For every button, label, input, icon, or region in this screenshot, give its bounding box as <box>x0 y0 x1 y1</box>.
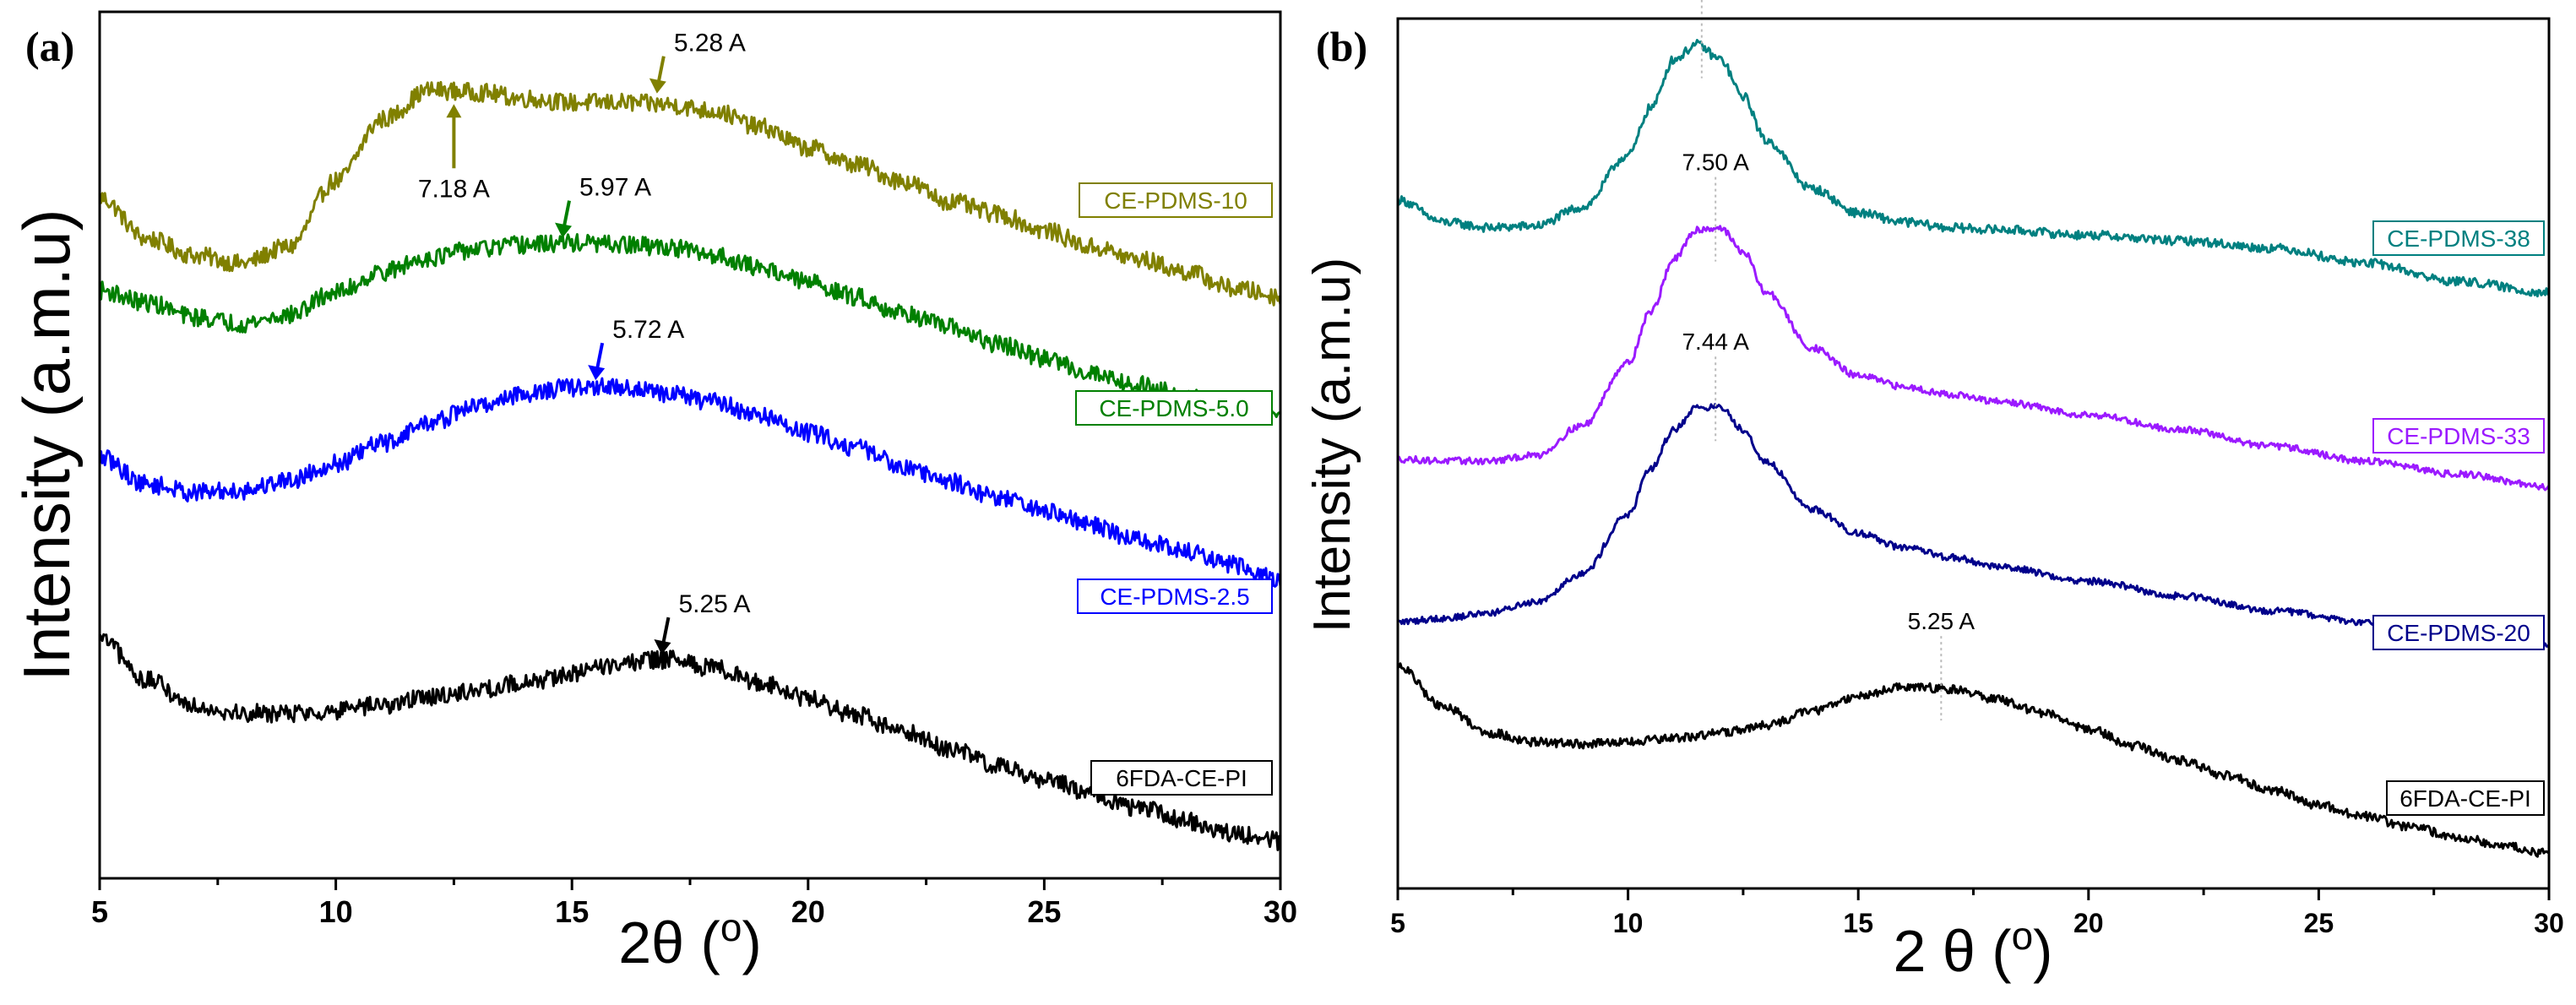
peak-annotation-label: 5.25 A <box>1908 608 1975 634</box>
peak-annotation-label: 5.72 A <box>612 316 684 344</box>
series-line-ce-pdms-10 <box>100 80 1280 307</box>
peak-annotation: 7.50 A <box>1682 149 1749 262</box>
legend-label-ce-pdms-38: CE-PDMS-38 <box>2387 225 2530 252</box>
series-line-6fda-ce-pi <box>1398 662 2549 858</box>
panel-a: CE-PDMS-10 CE-PDMS-5.0 CE-PDMS-2.5 6FDA-CE-… <box>9 10 1297 975</box>
x-tick-label: 30 <box>2534 908 2564 938</box>
peak-annotation: 7.59 A <box>1700 0 1703 79</box>
legend-box-ce-pdms-38 <box>2372 220 2545 256</box>
peak-annotation-label: 5.97 A <box>579 174 651 202</box>
x-tick-label: 15 <box>555 894 589 929</box>
x-tick-label: 20 <box>2073 908 2104 938</box>
x-tick-label: 15 <box>1843 908 1873 938</box>
legend-label-ce-pdms-20: CE-PDMS-20 <box>2387 620 2530 646</box>
panel-label: (b) <box>1316 23 1367 70</box>
x-tick-label: 10 <box>319 894 353 929</box>
peak-annotation-label: 7.18 A <box>418 175 490 203</box>
legend-box-6fda-ce-pi <box>2386 780 2545 816</box>
peak-annotation: 7.44 A <box>1682 329 1749 442</box>
peak-annotation-label: 5.28 A <box>674 30 746 57</box>
series-line-6fda-ce-pi <box>100 633 1280 851</box>
x-tick-label: 20 <box>791 894 825 929</box>
plot-frame <box>98 10 1282 880</box>
legend-box-ce-pdms-20 <box>2372 615 2545 650</box>
series-line-ce-pdms-33 <box>1398 225 2549 492</box>
legend-label-6fda-ce-pi: 6FDA-CE-PI <box>2399 785 2531 812</box>
peak-annotation: 5.97 A <box>555 174 651 238</box>
legend-box-ce-pdms-10 <box>1079 182 1273 218</box>
y-axis-label: Intensity (a.m.u) <box>1303 258 1361 633</box>
legend-label-ce-pdms-10: CE-PDMS-10 <box>1104 187 1247 214</box>
series-line-ce-pdms-38 <box>1398 39 2549 298</box>
legend-label-ce-pdms-5.0: CE-PDMS-5.0 <box>1099 395 1248 421</box>
legend-label-ce-pdms-2.5: CE-PDMS-2.5 <box>1100 584 1249 610</box>
legend-box-6fda-ce-pi <box>1090 760 1273 796</box>
x-tick-label: 5 <box>1390 908 1405 938</box>
x-axis-label: 2θ (o) <box>618 905 762 975</box>
x-tick-label: 5 <box>91 894 108 929</box>
x-tick-label: 25 <box>2304 908 2334 938</box>
peak-annotation: 5.28 A <box>649 30 746 94</box>
peak-annotation: 7.18 A <box>418 104 490 203</box>
peak-annotation: 5.72 A <box>588 316 684 381</box>
legend-box-ce-pdms-5.0 <box>1075 390 1273 426</box>
legend-box-ce-pdms-33 <box>2372 418 2545 454</box>
peak-annotation-label: 5.25 A <box>678 590 750 618</box>
x-tick-label: 10 <box>1613 908 1644 938</box>
panel-label: (a) <box>25 23 74 70</box>
series-line-ce-pdms-2.5 <box>100 377 1280 588</box>
series-line-ce-pdms-20 <box>1398 403 2549 649</box>
peak-annotation-label: 7.44 A <box>1682 329 1749 355</box>
x-tick-label: 30 <box>1264 894 1297 929</box>
panel-b: CE-PDMS-38 CE-PDMS-33 CE-PDMS-20 6FDA-CE-PI… <box>1303 0 2564 984</box>
peak-annotation: 5.25 A <box>654 590 751 655</box>
legend-label-ce-pdms-33: CE-PDMS-33 <box>2387 423 2530 449</box>
series-line-ce-pdms-5.0 <box>100 233 1280 421</box>
legend-box-ce-pdms-2.5 <box>1077 579 1273 614</box>
y-axis-label: Intensity (a.m.u) <box>9 209 84 681</box>
peak-annotation-label: 7.50 A <box>1682 149 1749 176</box>
x-axis-label: 2 θ (o) <box>1894 914 2053 984</box>
legend-label-6fda-ce-pi: 6FDA-CE-PI <box>1116 765 1247 791</box>
peak-annotation: 5.25 A <box>1908 608 1975 721</box>
x-tick-label: 25 <box>1027 894 1061 929</box>
